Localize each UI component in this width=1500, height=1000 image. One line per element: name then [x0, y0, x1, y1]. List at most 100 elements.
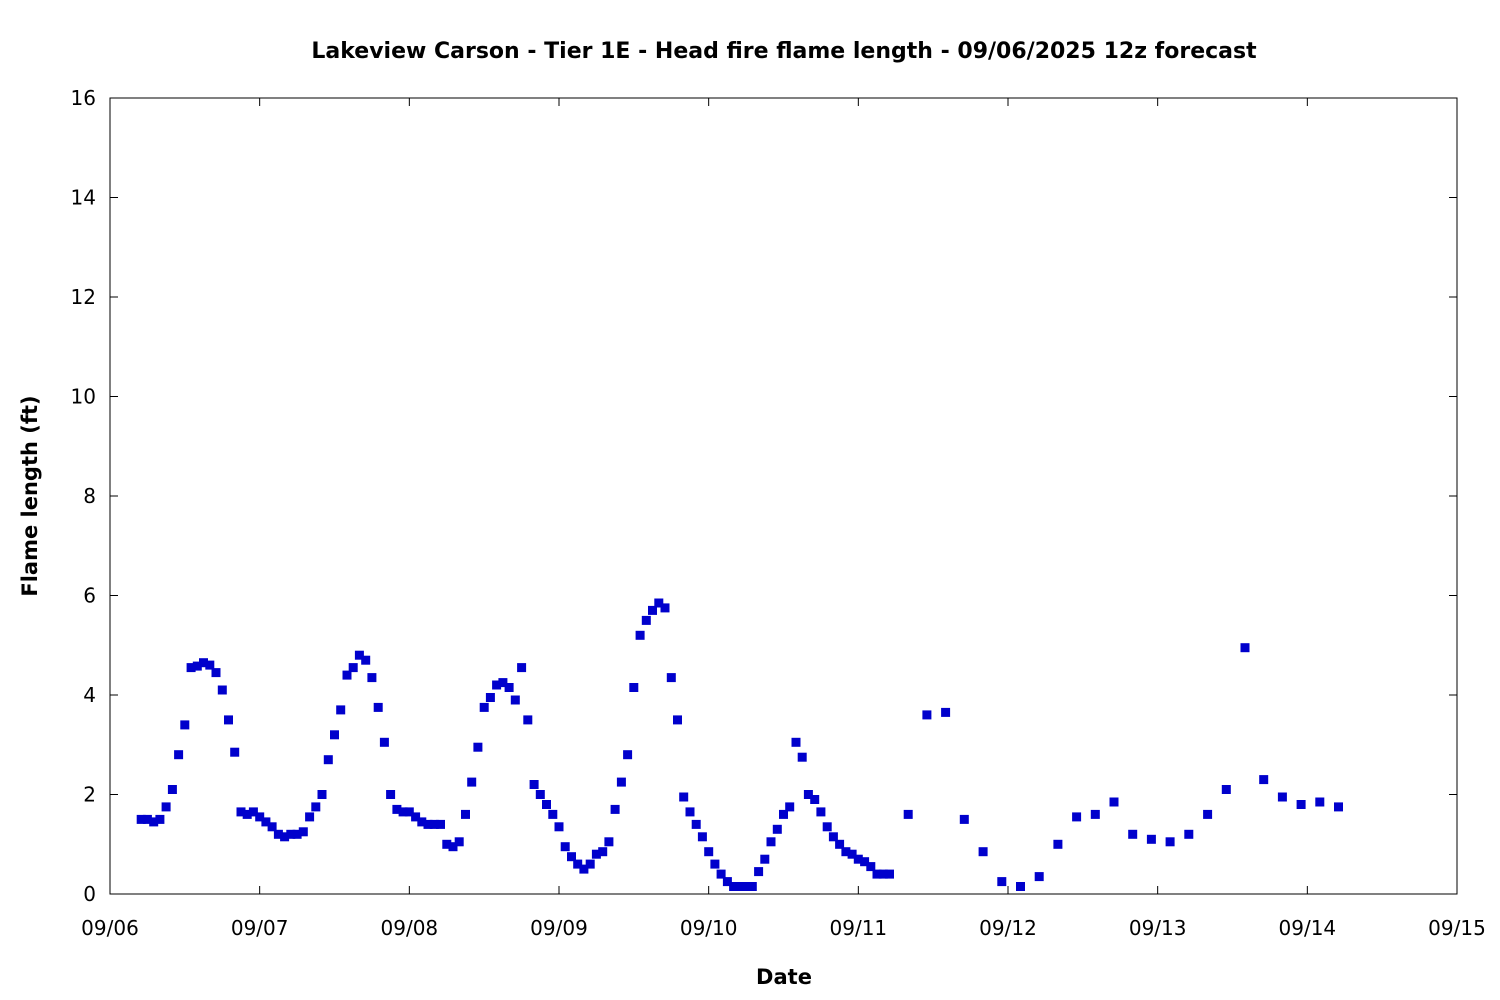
data-point — [1128, 829, 1138, 839]
data-point — [716, 869, 726, 879]
data-point — [560, 842, 570, 852]
data-point — [261, 817, 271, 827]
data-point — [816, 807, 826, 817]
data-point — [885, 869, 894, 879]
data-point — [217, 685, 227, 695]
data-point — [1259, 775, 1269, 785]
data-point — [648, 605, 657, 615]
data-point — [791, 737, 801, 747]
data-point — [448, 842, 458, 852]
data-point — [423, 819, 433, 829]
data-point — [554, 822, 564, 832]
data-point — [810, 795, 820, 804]
x-tick-label: 09/14 — [1279, 916, 1337, 940]
data-point — [442, 839, 452, 849]
data-point — [841, 847, 851, 857]
data-point — [679, 792, 689, 802]
data-point — [741, 882, 751, 891]
data-point — [828, 832, 838, 842]
x-tick-label: 09/07 — [231, 916, 289, 940]
data-point — [872, 869, 882, 879]
data-point — [280, 832, 290, 842]
data-point — [685, 807, 695, 817]
data-point — [629, 683, 639, 692]
data-point — [199, 658, 208, 668]
data-point — [286, 829, 296, 839]
data-point — [766, 837, 776, 847]
data-point — [454, 837, 464, 847]
data-point — [579, 864, 589, 874]
data-point — [598, 847, 608, 857]
y-axis: 0 2 4 6 8 10 12 14 16 — [71, 86, 1457, 906]
data-point — [835, 839, 845, 849]
x-tick-label: 09/06 — [81, 916, 139, 940]
data-point — [149, 817, 159, 827]
data-point — [673, 715, 682, 725]
data-point — [429, 819, 439, 829]
data-point — [641, 615, 651, 625]
data-point — [161, 802, 171, 812]
data-point — [978, 847, 988, 857]
data-point — [760, 854, 770, 864]
data-point — [224, 715, 233, 725]
data-point — [330, 730, 339, 740]
data-point — [1315, 797, 1325, 807]
data-point — [959, 814, 969, 824]
data-point — [853, 854, 863, 864]
data-point — [610, 804, 620, 814]
plot-frame — [109, 97, 1458, 895]
data-point — [1053, 839, 1063, 849]
data-point — [735, 882, 745, 891]
data-point — [1221, 785, 1231, 794]
data-point — [142, 814, 152, 824]
data-point — [697, 832, 707, 842]
data-point — [361, 655, 371, 665]
data-point — [379, 737, 389, 747]
x-tick-label: 09/08 — [381, 916, 439, 940]
data-point — [1184, 829, 1194, 839]
data-point — [635, 630, 645, 640]
data-point — [498, 678, 508, 688]
data-point — [797, 752, 807, 762]
data-point — [311, 802, 321, 812]
data-point — [392, 804, 402, 814]
x-tick-label: 09/09 — [530, 916, 588, 940]
data-point — [542, 800, 551, 809]
data-point — [754, 867, 764, 877]
data-point — [342, 670, 352, 680]
x-tick-label: 09/11 — [830, 916, 888, 940]
data-point — [292, 829, 302, 839]
data-point — [174, 750, 184, 760]
data-point — [785, 802, 795, 812]
data-point — [136, 814, 146, 824]
data-point — [691, 819, 701, 829]
data-point — [1072, 812, 1082, 822]
data-point — [573, 859, 583, 869]
data-point — [467, 777, 477, 787]
data-point — [273, 829, 283, 839]
data-point — [722, 877, 732, 887]
data-point — [180, 720, 190, 730]
data-point — [492, 680, 502, 690]
y-tick-label: 0 — [83, 882, 96, 906]
data-point — [242, 809, 252, 819]
y-tick-label: 4 — [83, 683, 96, 707]
data-point — [1034, 872, 1044, 882]
data-point — [236, 807, 246, 817]
x-tick-label: 09/10 — [680, 916, 738, 940]
data-point — [1165, 837, 1175, 847]
data-point — [866, 862, 876, 872]
y-axis-label: Flame length (ft) — [18, 395, 42, 596]
y-tick-label: 8 — [83, 484, 96, 508]
data-point — [354, 650, 364, 660]
data-point — [510, 695, 520, 705]
data-points — [136, 598, 1343, 891]
data-point — [1334, 802, 1343, 812]
data-point — [941, 707, 951, 717]
chart-title: Lakeview Carson - Tier 1E - Head fire fl… — [311, 39, 1257, 64]
x-axis: 09/06 09/07 09/08 09/09 09/10 09/11 09/12 09/13… — [81, 98, 1486, 940]
data-point — [348, 663, 358, 673]
data-point — [860, 857, 870, 867]
data-point — [317, 790, 327, 799]
